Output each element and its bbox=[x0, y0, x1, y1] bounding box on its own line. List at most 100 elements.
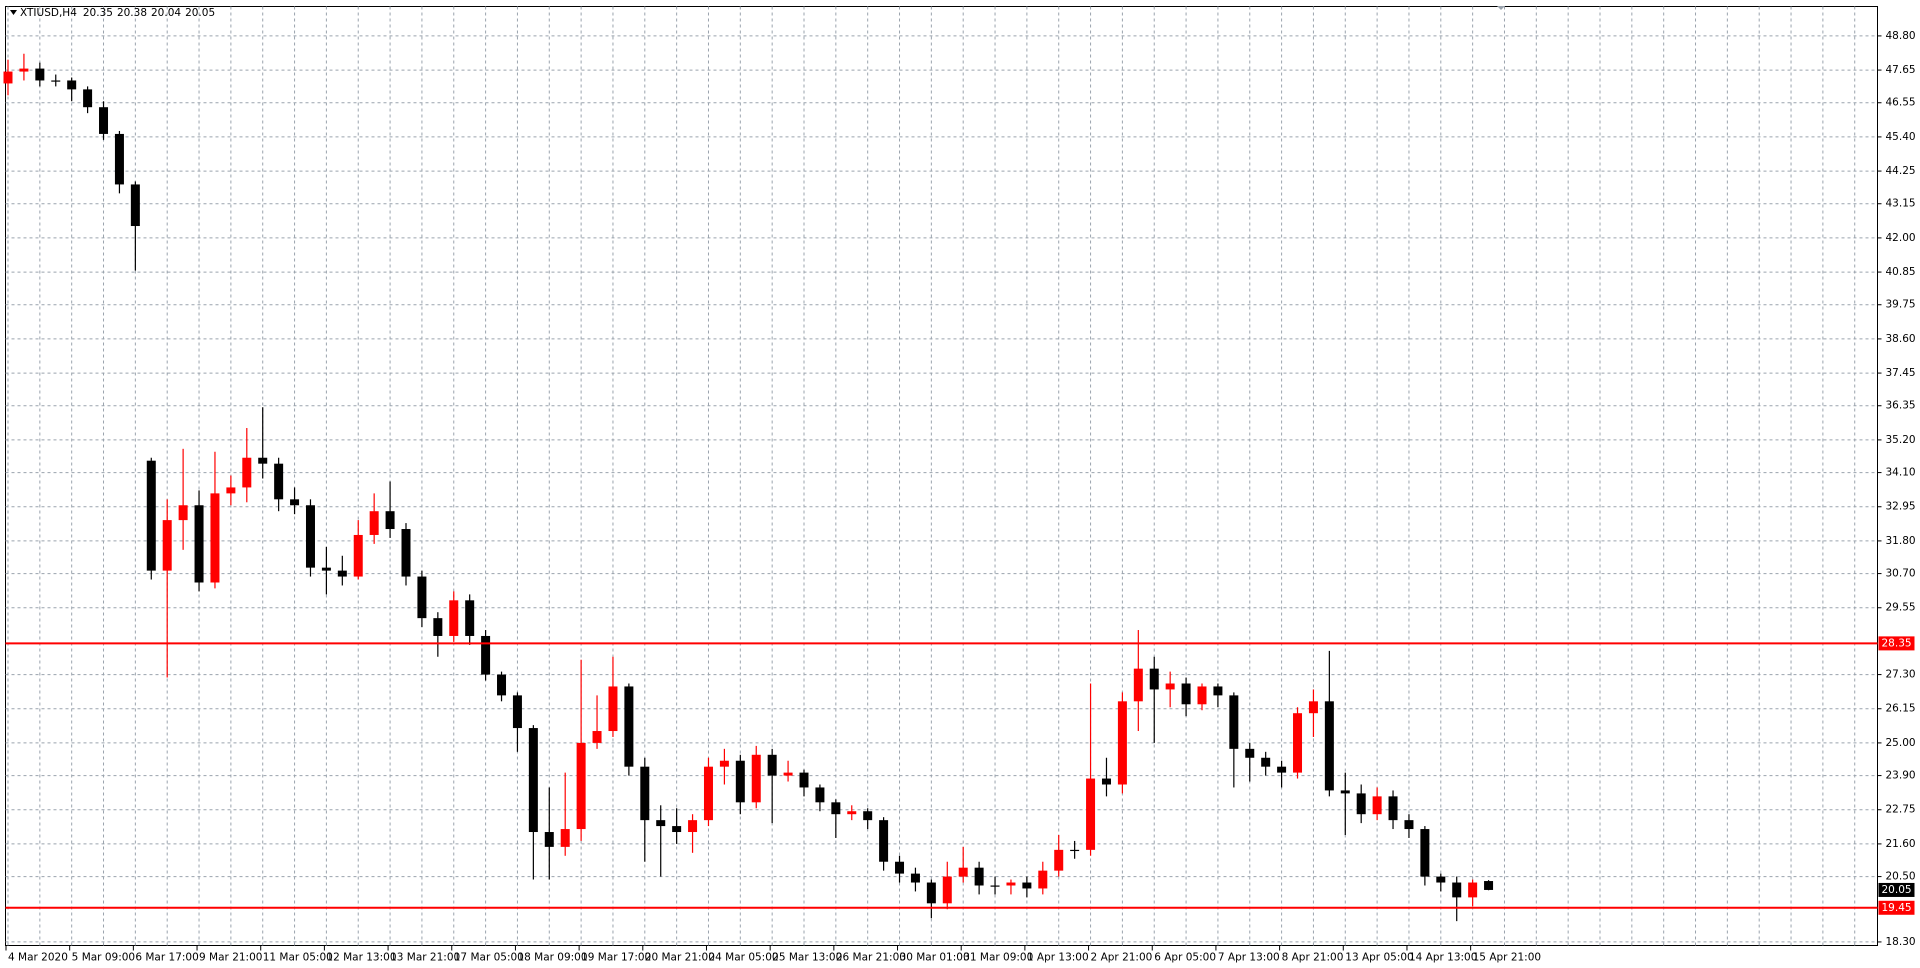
candle-body bbox=[417, 576, 427, 619]
candle-body bbox=[130, 184, 140, 227]
x-tick-label: 9 Mar 21:00 bbox=[199, 952, 262, 964]
y-tick-label: 42.00 bbox=[1886, 232, 1916, 244]
y-tick-label: 22.75 bbox=[1886, 804, 1916, 816]
x-tick-label: 5 Mar 09:00 bbox=[72, 952, 135, 964]
candle-body bbox=[688, 820, 698, 833]
low-value: 20.04 bbox=[151, 7, 181, 19]
close-value: 20.05 bbox=[185, 7, 215, 19]
menu-triangle[interactable] bbox=[10, 10, 17, 15]
x-tick-label: 13 Apr 05:00 bbox=[1345, 952, 1413, 964]
y-tick-label: 25.00 bbox=[1886, 737, 1916, 749]
candle-body bbox=[1261, 757, 1271, 767]
high-value: 20.38 bbox=[117, 7, 147, 19]
candle-body bbox=[1229, 695, 1239, 749]
candle-body bbox=[1006, 882, 1016, 886]
x-tick-label: 8 Apr 21:00 bbox=[1282, 952, 1344, 964]
candle-body bbox=[258, 457, 268, 464]
candle-body bbox=[1277, 766, 1287, 773]
y-tick-label: 34.10 bbox=[1886, 467, 1916, 479]
candle-body bbox=[512, 695, 522, 729]
x-tick-label: 25 Mar 13:00 bbox=[772, 952, 842, 964]
x-tick-label: 4 Mar 2020 bbox=[8, 952, 68, 964]
candle-body bbox=[194, 505, 204, 583]
candle-body bbox=[910, 873, 920, 883]
candle-body bbox=[703, 766, 713, 821]
candle-body bbox=[1484, 881, 1494, 890]
overlay-layer: 28.35 19.45 20.05 bbox=[5, 636, 1915, 915]
y-tick-label: 47.65 bbox=[1886, 64, 1916, 76]
candle-body bbox=[624, 686, 634, 767]
candle-body bbox=[640, 766, 650, 821]
candle-body bbox=[3, 71, 13, 84]
candle-layer bbox=[3, 53, 1494, 922]
x-tick-label: 26 Mar 21:00 bbox=[836, 952, 906, 964]
candle-body bbox=[1117, 701, 1127, 785]
candle-body bbox=[99, 107, 109, 134]
candle-body bbox=[1372, 796, 1382, 815]
candle-body bbox=[497, 674, 507, 696]
candle-body bbox=[481, 635, 491, 675]
y-tick-label: 37.45 bbox=[1886, 367, 1916, 379]
candle-body bbox=[1086, 778, 1096, 850]
candle-body bbox=[114, 133, 124, 185]
candle-body bbox=[735, 760, 745, 803]
candle-body bbox=[799, 772, 809, 788]
candle-body bbox=[1468, 882, 1478, 898]
candle-body bbox=[767, 754, 777, 776]
candle-body bbox=[290, 499, 300, 506]
x-tick-label: 12 Mar 13:00 bbox=[326, 952, 396, 964]
candle-body bbox=[1420, 829, 1430, 877]
candle-body bbox=[974, 867, 984, 886]
x-tick-label: 15 Apr 21:00 bbox=[1473, 952, 1541, 964]
shift-marker[interactable] bbox=[1497, 6, 1505, 10]
y-tick-label: 48.80 bbox=[1886, 30, 1916, 42]
candle-body bbox=[465, 600, 475, 636]
x-tick-label: 20 Mar 21:00 bbox=[645, 952, 715, 964]
candle-body bbox=[1197, 686, 1207, 705]
candle-body bbox=[433, 618, 443, 636]
candle-body bbox=[1356, 793, 1366, 815]
bid-label: 20.05 bbox=[1882, 884, 1912, 896]
x-tick-label: 2 Apr 21:00 bbox=[1091, 952, 1153, 964]
candle-body bbox=[1038, 870, 1048, 889]
candle-body bbox=[1388, 796, 1398, 821]
y-tick-label: 39.75 bbox=[1886, 299, 1916, 311]
candle-body bbox=[863, 811, 873, 821]
x-tick-label: 24 Mar 05:00 bbox=[708, 952, 778, 964]
candle-body bbox=[226, 487, 236, 494]
candle-body bbox=[1165, 683, 1175, 690]
candle-body bbox=[385, 511, 395, 530]
candle-body bbox=[83, 89, 93, 108]
y-tick-label: 18.30 bbox=[1886, 936, 1916, 948]
y-tick-label: 31.80 bbox=[1886, 535, 1916, 547]
candle-body bbox=[560, 829, 570, 847]
x-tick-label: 19 Mar 17:00 bbox=[581, 952, 651, 964]
candle-body bbox=[592, 731, 602, 743]
y-tick-label: 20.50 bbox=[1886, 871, 1916, 883]
y-tick-label: 43.15 bbox=[1886, 198, 1916, 210]
candle-body bbox=[528, 728, 538, 833]
x-tick-label: 31 Mar 09:00 bbox=[963, 952, 1033, 964]
candle-body bbox=[1133, 668, 1143, 702]
candle-body bbox=[369, 511, 379, 535]
plot-frame bbox=[5, 6, 1878, 946]
candle-body bbox=[1181, 683, 1191, 705]
x-tick-label: 13 Mar 21:00 bbox=[390, 952, 460, 964]
chart-header: XTIUSD,H4 20.35 20.38 20.04 20.05 bbox=[20, 7, 215, 19]
candle-body bbox=[305, 505, 315, 568]
candle-body bbox=[321, 567, 331, 571]
candle-body bbox=[815, 787, 825, 803]
x-tick-label: 7 Apr 13:00 bbox=[1218, 952, 1280, 964]
level-label: 19.45 bbox=[1882, 902, 1912, 914]
y-tick-label: 21.60 bbox=[1886, 838, 1916, 850]
candle-body bbox=[1436, 876, 1446, 883]
candle-body bbox=[1340, 790, 1350, 794]
candle-body bbox=[672, 826, 682, 833]
y-tick-label: 27.30 bbox=[1886, 669, 1916, 681]
candle-body bbox=[1213, 686, 1223, 696]
candle-body bbox=[831, 802, 841, 815]
candle-body bbox=[1054, 849, 1064, 871]
y-tick-label: 32.95 bbox=[1886, 501, 1916, 513]
x-tick-label: 6 Apr 05:00 bbox=[1154, 952, 1216, 964]
